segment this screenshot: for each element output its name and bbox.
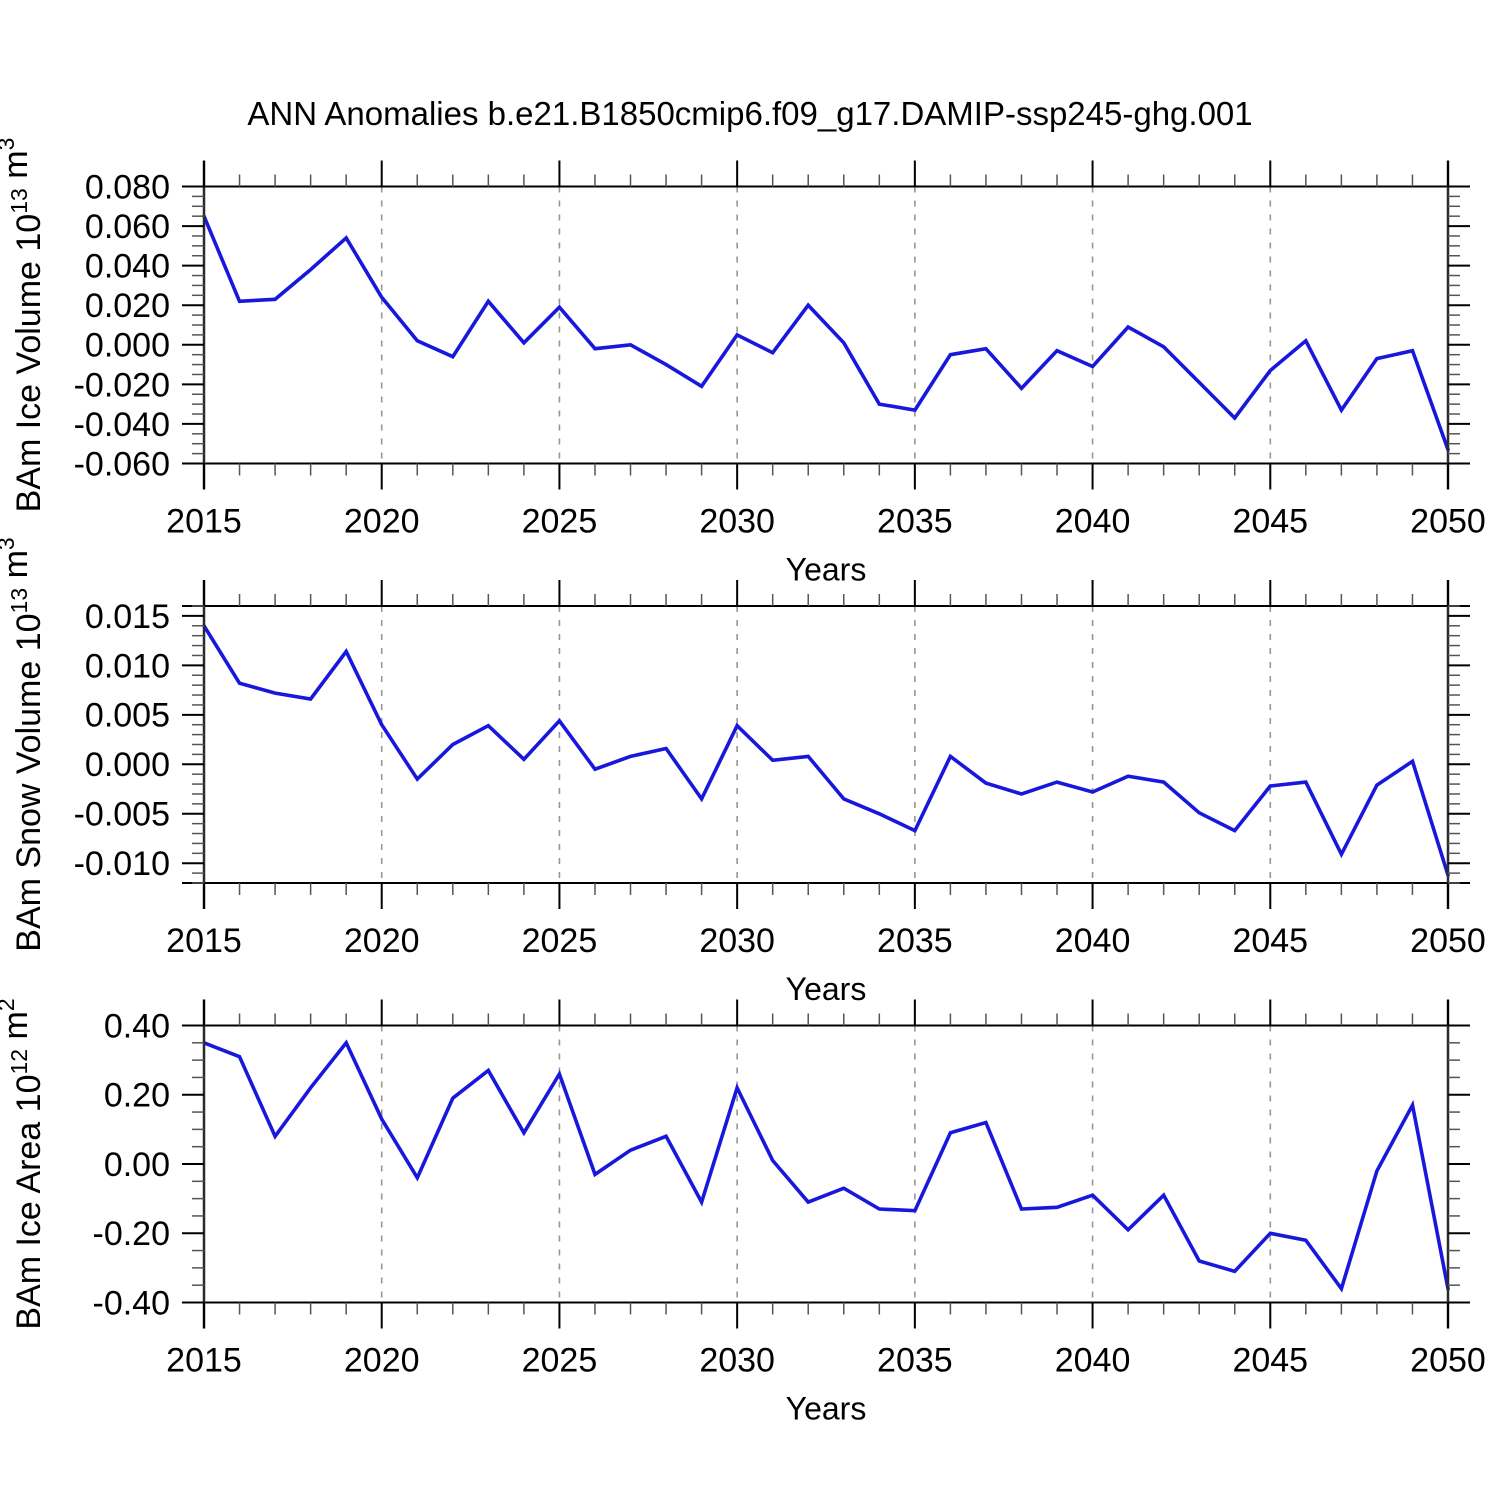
y-tick-label: -0.040 xyxy=(74,406,170,444)
y-tick-label: -0.060 xyxy=(74,445,170,483)
x-tick-label: 2045 xyxy=(1232,502,1308,540)
y-axis-title: BAm Ice Volume 1013 m3 xyxy=(0,138,48,513)
y-axis-title: BAm Ice Area 1012 m2 xyxy=(0,998,48,1329)
x-tick-label: 2030 xyxy=(699,502,775,540)
x-tick-label: 2050 xyxy=(1410,922,1486,960)
y-tick-label: 0.060 xyxy=(85,208,170,246)
y-tick-label: 0.005 xyxy=(85,697,170,735)
x-tick-label: 2045 xyxy=(1232,1341,1308,1379)
y-tick-label: 0.000 xyxy=(85,746,170,784)
x-axis-title: Years xyxy=(786,552,867,588)
y-tick-label: -0.010 xyxy=(74,845,170,883)
y-tick-label: 0.020 xyxy=(85,287,170,325)
x-axis-title: Years xyxy=(786,1391,867,1427)
y-tick-label: 0.20 xyxy=(104,1077,170,1115)
x-tick-label: 2040 xyxy=(1055,502,1131,540)
y-axis-title: BAm Snow Volume 1013 m3 xyxy=(0,537,48,951)
x-tick-label: 2025 xyxy=(522,1341,598,1379)
x-tick-label: 2050 xyxy=(1410,1341,1486,1379)
x-tick-label: 2035 xyxy=(877,1341,953,1379)
x-tick-label: 2015 xyxy=(166,922,242,960)
y-tick-label: 0.00 xyxy=(104,1146,170,1184)
data-line xyxy=(202,214,1450,452)
x-tick-label: 2030 xyxy=(699,1341,775,1379)
x-tick-label: 2030 xyxy=(699,922,775,960)
x-tick-label: 2025 xyxy=(522,502,598,540)
y-tick-label: 0.40 xyxy=(104,1007,170,1045)
x-tick-label: 2015 xyxy=(166,1341,242,1379)
x-tick-label: 2050 xyxy=(1410,502,1486,540)
x-tick-label: 2035 xyxy=(877,502,953,540)
y-tick-label: -0.40 xyxy=(93,1284,171,1322)
data-line xyxy=(202,1039,1450,1293)
x-tick-label: 2020 xyxy=(344,1341,420,1379)
x-tick-label: 2045 xyxy=(1232,922,1308,960)
y-tick-label: 0.015 xyxy=(85,598,170,636)
x-tick-label: 2020 xyxy=(344,922,420,960)
x-tick-label: 2020 xyxy=(344,502,420,540)
x-axis-title: Years xyxy=(786,971,867,1007)
x-tick-label: 2040 xyxy=(1055,922,1131,960)
y-tick-label: -0.005 xyxy=(74,796,170,834)
x-tick-label: 2035 xyxy=(877,922,953,960)
y-tick-label: 0.010 xyxy=(85,647,170,685)
y-tick-label: -0.020 xyxy=(74,366,170,404)
y-tick-label: -0.20 xyxy=(93,1215,171,1253)
y-tick-label: 0.080 xyxy=(85,168,170,206)
x-tick-label: 2015 xyxy=(166,502,242,540)
chart-title: ANN Anomalies b.e21.B1850cmip6.f09_g17.D… xyxy=(247,95,1253,132)
data-line xyxy=(202,623,1450,877)
y-tick-label: 0.000 xyxy=(85,327,170,365)
x-tick-label: 2025 xyxy=(522,922,598,960)
x-tick-label: 2040 xyxy=(1055,1341,1131,1379)
y-tick-label: 0.040 xyxy=(85,248,170,286)
